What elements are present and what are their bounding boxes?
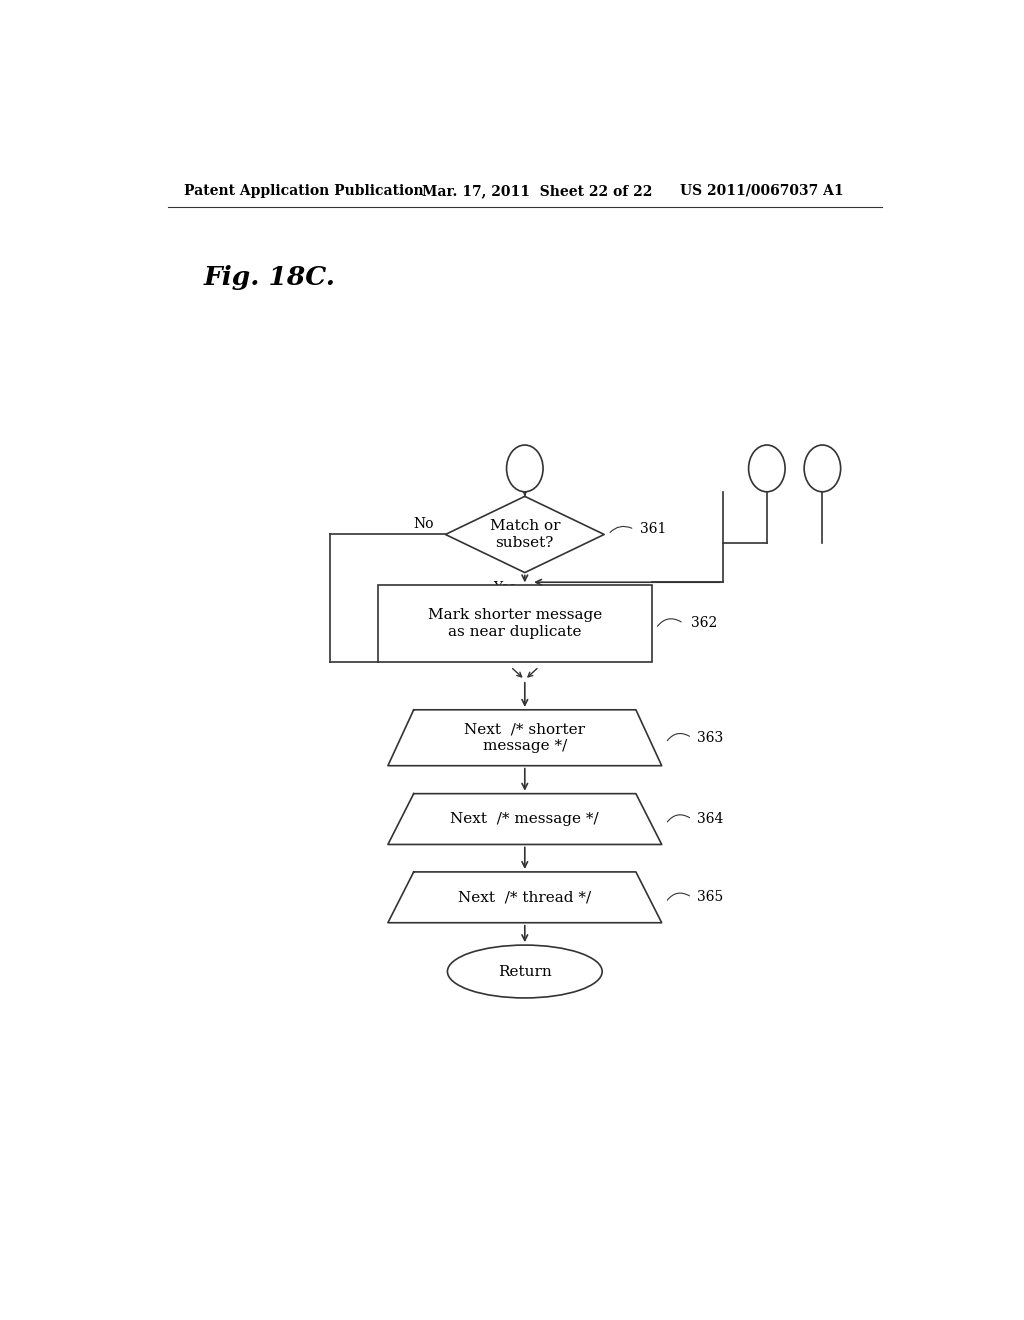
Text: No: No [413, 517, 433, 532]
Text: Patent Application Publication: Patent Application Publication [183, 183, 423, 198]
Text: 361: 361 [640, 523, 667, 536]
Text: Mark shorter message
as near duplicate: Mark shorter message as near duplicate [428, 609, 602, 639]
Ellipse shape [447, 945, 602, 998]
Text: 362: 362 [691, 616, 718, 631]
Text: Next  /* thread */: Next /* thread */ [458, 890, 592, 904]
Text: G: G [816, 462, 828, 475]
Circle shape [507, 445, 543, 492]
Text: Match or
subset?: Match or subset? [489, 519, 560, 549]
Text: 363: 363 [697, 731, 724, 744]
Circle shape [749, 445, 785, 492]
Text: Yes: Yes [494, 581, 516, 595]
Text: 365: 365 [697, 890, 724, 904]
Text: US 2011/0067037 A1: US 2011/0067037 A1 [680, 183, 843, 198]
Bar [378, 585, 651, 661]
Text: Next  /* message */: Next /* message */ [451, 812, 599, 826]
Circle shape [804, 445, 841, 492]
Text: Fig. 18C.: Fig. 18C. [204, 265, 335, 290]
Text: F: F [762, 462, 772, 475]
Text: Mar. 17, 2011  Sheet 22 of 22: Mar. 17, 2011 Sheet 22 of 22 [422, 183, 652, 198]
Text: Next  /* shorter
message */: Next /* shorter message */ [464, 722, 586, 752]
Text: Return: Return [498, 965, 552, 978]
Text: E: E [519, 462, 530, 475]
Text: 364: 364 [697, 812, 724, 826]
